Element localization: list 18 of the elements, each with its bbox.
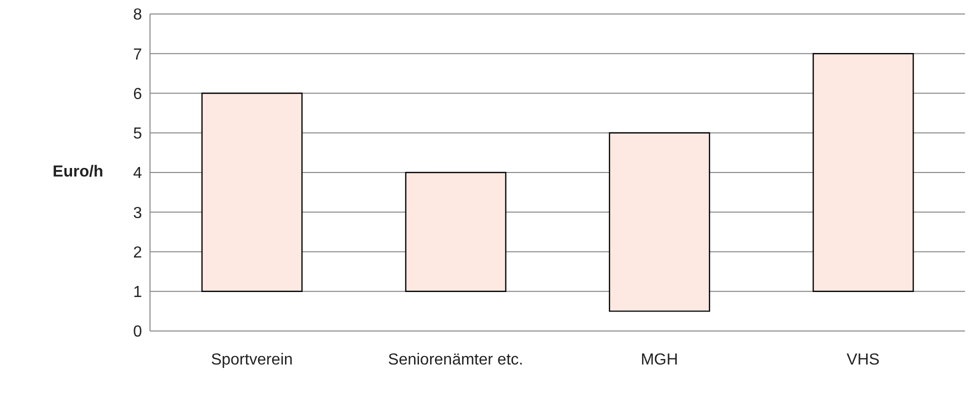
y-axis-title: Euro/h — [52, 164, 104, 181]
y-tick-label: 2 — [133, 244, 142, 262]
y-tick-label: 1 — [133, 284, 142, 302]
bar — [201, 92, 303, 292]
y-tick-label: 6 — [133, 86, 142, 103]
y-tick-label: 3 — [133, 204, 142, 222]
y-tick-label: 7 — [133, 46, 142, 64]
x-tick-label: Sportverein — [210, 351, 293, 368]
bar — [405, 172, 506, 292]
y-tick-label: 8 — [133, 6, 142, 24]
bar — [812, 53, 914, 292]
x-tick-label: VHS — [846, 351, 880, 368]
y-tick-label: 0 — [133, 324, 142, 341]
x-tick-label: MGH — [640, 351, 678, 368]
y-tick-label: 5 — [133, 126, 142, 143]
y-tick-label: 4 — [133, 165, 142, 182]
x-tick-label: Seniorenämter etc. — [388, 351, 524, 368]
bar — [608, 132, 710, 312]
